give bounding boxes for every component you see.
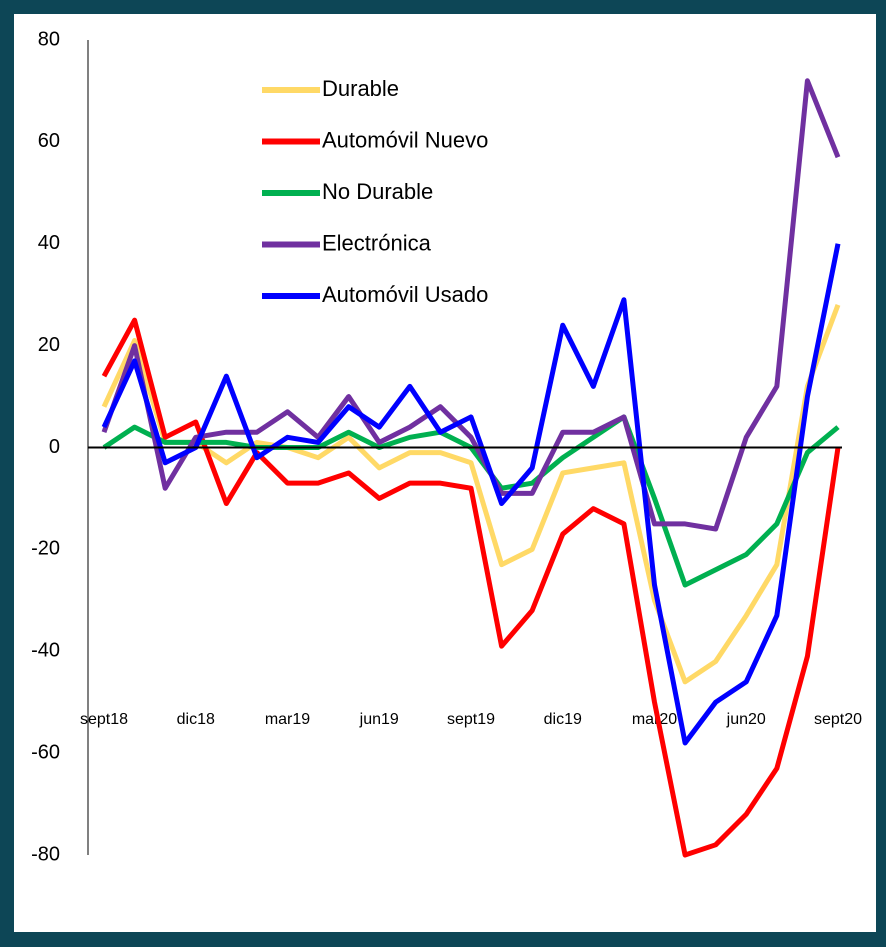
y-tick-label: -60 bbox=[31, 741, 60, 763]
x-tick-label: dic19 bbox=[544, 711, 582, 728]
series-line bbox=[101, 243, 841, 746]
y-tick-label: 40 bbox=[38, 232, 60, 254]
y-tick-label: 20 bbox=[38, 334, 60, 356]
x-tick-label: mar19 bbox=[265, 711, 310, 728]
series-line bbox=[101, 303, 841, 685]
x-tick-label: jun20 bbox=[726, 711, 766, 728]
y-tick-label: 0 bbox=[49, 436, 60, 458]
series-line bbox=[101, 317, 841, 858]
legend-label: Automóvil Usado bbox=[322, 282, 488, 307]
y-tick-label: 60 bbox=[38, 130, 60, 152]
legend-label: No Durable bbox=[322, 179, 433, 204]
x-tick-label: sept20 bbox=[814, 711, 862, 728]
x-tick-label: sept19 bbox=[447, 711, 495, 728]
x-tick-label: jun19 bbox=[359, 711, 399, 728]
x-tick-label: sept18 bbox=[80, 711, 128, 728]
y-tick-label: -80 bbox=[31, 843, 60, 865]
legend-label: Electrónica bbox=[322, 230, 432, 255]
y-tick-label: -40 bbox=[31, 640, 60, 662]
series-line bbox=[101, 78, 841, 532]
y-tick-label: 80 bbox=[38, 28, 60, 50]
x-tick-label: mar20 bbox=[632, 711, 677, 728]
y-tick-label: -20 bbox=[31, 538, 60, 560]
x-tick-label: dic18 bbox=[177, 711, 215, 728]
legend-label: Durable bbox=[322, 76, 399, 101]
legend-label: Automóvil Nuevo bbox=[322, 127, 488, 152]
